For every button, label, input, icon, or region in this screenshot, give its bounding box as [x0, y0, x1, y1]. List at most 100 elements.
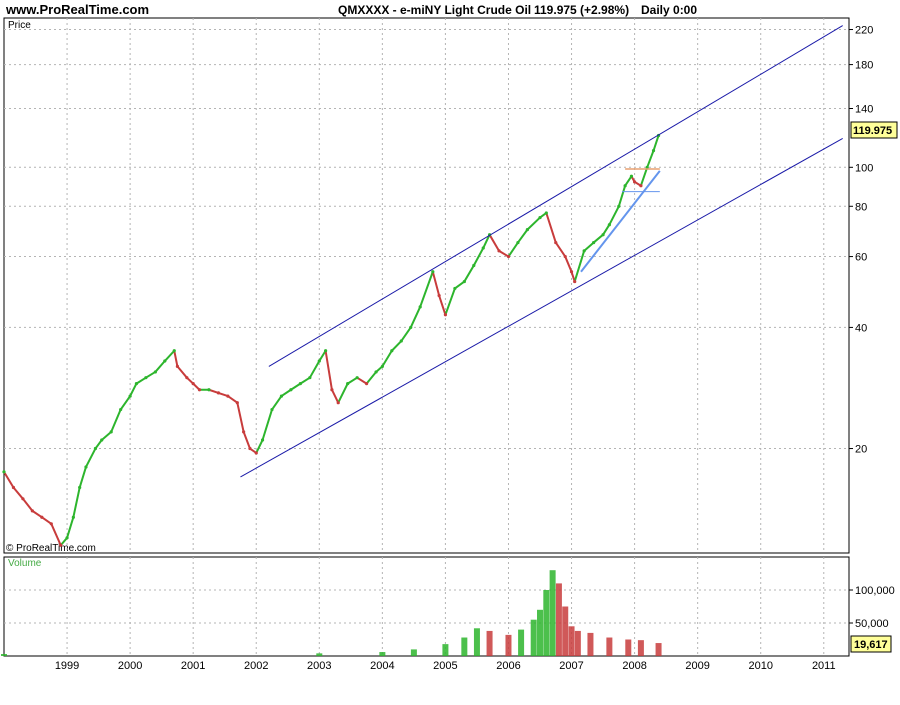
price-segment	[444, 287, 456, 316]
axis-layer: 20 40 60 80 100 140 180 220 1999 2000 2001 2002 2003…	[55, 25, 895, 672]
year-tick-label: 2004	[370, 660, 394, 672]
volume-bar	[606, 637, 613, 656]
price-point	[65, 536, 69, 540]
price-segment	[545, 211, 557, 244]
price-segment	[217, 391, 229, 398]
price-point	[346, 382, 350, 386]
price-segment	[59, 536, 69, 547]
year-tick-label: 2010	[748, 660, 772, 672]
price-segment	[488, 233, 501, 252]
last-price-tag	[850, 121, 898, 139]
price-point	[260, 438, 265, 442]
price-segment	[617, 184, 627, 208]
price-point	[497, 249, 501, 253]
price-segment	[400, 326, 412, 343]
price-point	[226, 394, 230, 398]
copyright-label: © ProRealTime.com	[6, 543, 96, 554]
price-segment	[50, 522, 62, 547]
price-point	[645, 165, 649, 169]
price-tick-label: 40	[855, 322, 867, 334]
price-segment	[299, 376, 311, 385]
price-segment	[84, 447, 97, 468]
year-tick-label: 2011	[812, 660, 836, 672]
price-segment	[431, 270, 441, 297]
last-volume-tag	[850, 635, 892, 653]
price-point	[324, 349, 328, 353]
price-segment	[409, 305, 422, 329]
price-segment	[472, 247, 485, 267]
price-tick-label: 60	[855, 252, 867, 264]
price-segment	[119, 395, 132, 411]
volume-tick-label: 50,000	[855, 618, 889, 630]
price-panel-label: Price	[8, 20, 31, 31]
price-segment	[365, 370, 378, 385]
price-segment	[639, 166, 649, 187]
price-segment	[176, 365, 188, 379]
price-series-layer	[2, 133, 661, 547]
price-segment	[507, 241, 519, 258]
price-point	[235, 401, 239, 405]
price-point	[582, 249, 586, 253]
volume-bar	[461, 637, 468, 656]
year-tick-label: 2005	[433, 660, 457, 672]
price-point	[2, 470, 6, 474]
volume-bar	[543, 590, 550, 656]
last-price-header: 119.975 (+2.98%)	[534, 3, 629, 17]
price-point	[185, 376, 189, 380]
price-point	[49, 522, 53, 526]
price-segment	[12, 486, 24, 500]
volume-panel[interactable]	[3, 556, 850, 657]
price-segment	[554, 241, 567, 258]
price-segment	[78, 465, 87, 489]
volume-bar	[655, 643, 662, 656]
volume-bars-layer	[1, 570, 662, 656]
volume-tick-label: 100,000	[855, 585, 895, 597]
price-segment	[330, 388, 340, 404]
grid-layer	[4, 18, 849, 656]
price-panel[interactable]	[3, 17, 850, 554]
year-tick-label: 2002	[244, 660, 268, 672]
price-point	[330, 388, 334, 392]
price-point	[399, 339, 403, 343]
price-point	[380, 364, 384, 369]
price-point	[617, 204, 621, 208]
price-segment	[453, 280, 466, 290]
price-point	[144, 376, 148, 380]
price-point	[298, 382, 302, 386]
price-segment	[346, 376, 359, 385]
price-point	[355, 376, 359, 380]
price-segment	[207, 388, 220, 394]
channel-upper-line	[268, 25, 843, 367]
last-price-tag-text: 119.975	[853, 125, 892, 137]
price-point	[437, 293, 441, 298]
chart-title: QMXXXX - e-miNY Light Crude Oil	[338, 3, 531, 17]
price-point	[93, 446, 98, 451]
price-point	[248, 446, 252, 451]
price-tick-label: 100	[855, 162, 873, 174]
channel-lower-line	[240, 137, 843, 478]
volume-bar	[530, 619, 537, 656]
price-point	[651, 149, 656, 153]
price-segment	[242, 430, 251, 450]
price-point	[569, 270, 574, 274]
year-tick-label: 1999	[55, 660, 79, 672]
price-segment	[564, 255, 573, 273]
price-point	[592, 240, 596, 245]
price-point	[629, 174, 634, 178]
price-point	[153, 370, 157, 374]
price-tick-label: 80	[855, 201, 867, 213]
price-segment	[163, 349, 176, 363]
volume-bar	[505, 634, 512, 656]
support-trendline	[580, 170, 661, 273]
price-point	[21, 497, 25, 501]
price-point	[336, 401, 340, 405]
price-point	[601, 233, 605, 237]
price-segment	[381, 349, 393, 368]
price-point	[632, 180, 637, 184]
price-segment	[573, 249, 586, 283]
price-tick-label: 20	[855, 444, 867, 456]
volume-bar	[637, 640, 644, 656]
price-point	[443, 313, 448, 317]
site-name[interactable]: www.ProRealTime.com	[5, 2, 149, 17]
